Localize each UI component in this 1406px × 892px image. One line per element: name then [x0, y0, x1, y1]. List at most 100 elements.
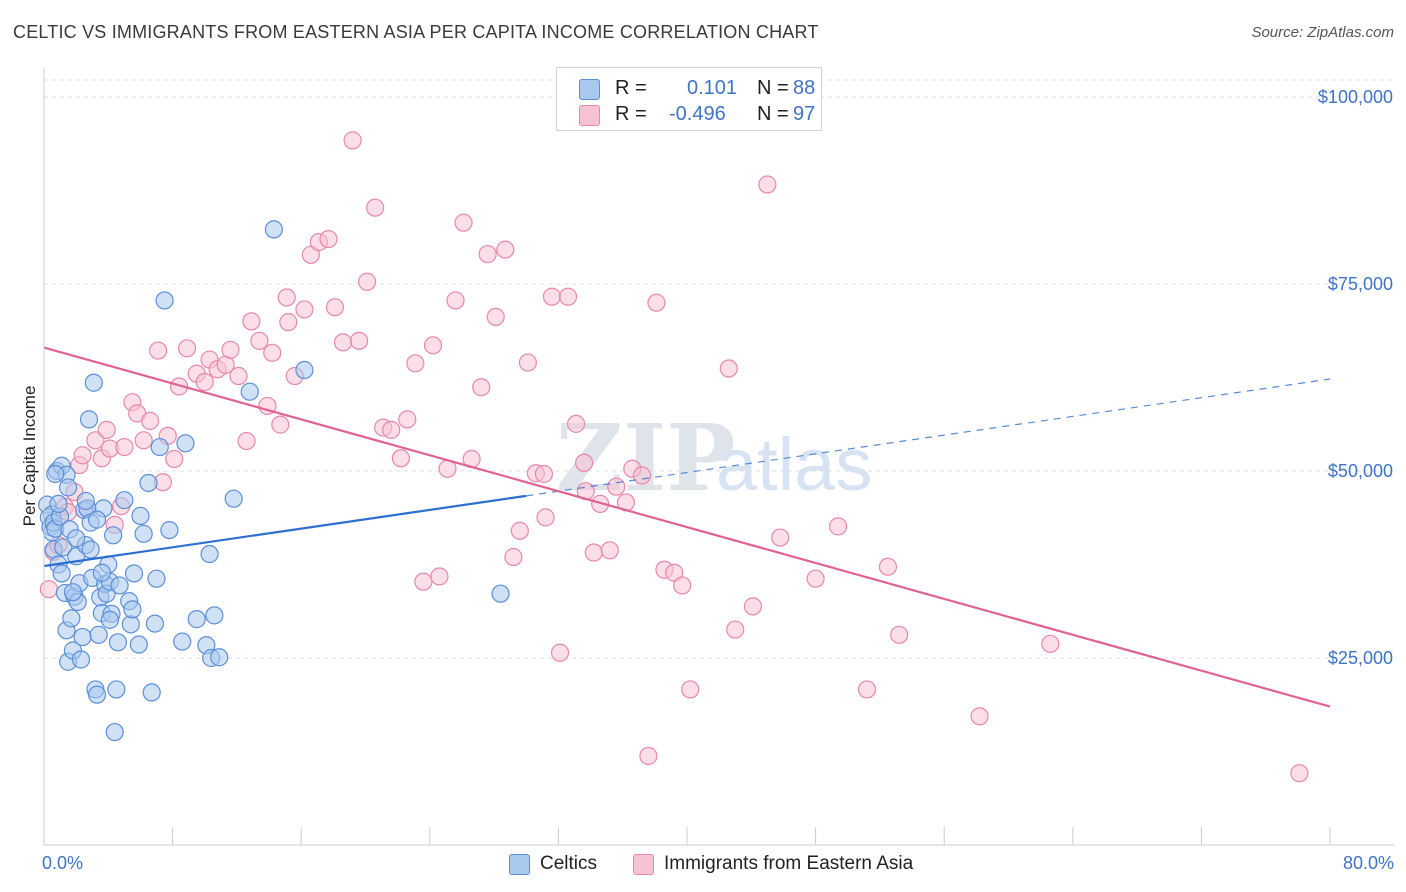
celtics-point	[145, 614, 165, 633]
immigrants-point	[542, 287, 562, 306]
celtics-point	[160, 520, 179, 540]
immigrants-point	[221, 340, 240, 359]
immigrants-point	[472, 378, 491, 397]
correlation-legend: R = 0.101 N = 88 R = -0.496 N = 97	[556, 67, 822, 131]
celtics-point	[295, 360, 314, 380]
celtics-point	[105, 722, 124, 742]
immigrants-point	[566, 414, 586, 433]
immigrants-point	[169, 377, 189, 396]
x-tick-label-max: 80.0%	[1343, 853, 1394, 873]
immigrants-point	[398, 410, 417, 429]
source-label: Source: ZipAtlas.com	[1251, 24, 1394, 41]
immigrants-point	[325, 298, 345, 317]
immigrants-point	[333, 333, 353, 352]
celtics-point	[52, 564, 71, 583]
immigrants-point	[134, 431, 153, 450]
immigrants-point	[534, 464, 554, 484]
celtics-point	[92, 563, 111, 582]
immigrants-point	[806, 569, 825, 588]
immigrants-point	[743, 597, 763, 616]
celtics-point	[187, 610, 206, 629]
celtics-point	[76, 491, 95, 511]
celtics-point	[54, 538, 73, 557]
celtics-point	[87, 685, 107, 704]
celtics-point	[115, 491, 134, 510]
immigrants-point	[719, 359, 738, 378]
immigrants-point	[177, 339, 197, 358]
celtics-point	[205, 606, 224, 625]
immigrants-point	[496, 240, 515, 259]
immigrants-point	[647, 293, 666, 312]
immigrants-point	[673, 576, 692, 595]
immigrants-point	[681, 680, 700, 699]
immigrants-point	[382, 420, 401, 439]
immigrants-point	[165, 449, 184, 469]
celtics-point	[147, 569, 166, 588]
immigrants-point	[279, 313, 298, 332]
celtics-point	[176, 434, 195, 453]
immigrants-point	[263, 343, 282, 362]
immigrants-point	[857, 680, 877, 699]
series-celtics-points	[38, 220, 510, 742]
immigrants-point	[343, 131, 362, 150]
immigrants-point	[115, 437, 134, 457]
celtics-point	[155, 291, 174, 310]
y-tick-labels: $25,000 $50,000 $75,000 $100,000	[1318, 87, 1393, 668]
celtics-point	[71, 650, 91, 669]
immigrants-point	[358, 272, 377, 291]
celtics-trend-line-extension	[526, 378, 1331, 497]
legend-n-label: N =	[757, 77, 789, 99]
immigrants-point	[391, 449, 410, 468]
immigrants-point	[406, 354, 425, 373]
immigrants-point	[726, 620, 745, 639]
immigrants-point	[758, 175, 777, 194]
immigrants-point	[39, 580, 58, 599]
celtics-point	[46, 464, 65, 484]
legend-swatch-celtics	[579, 79, 600, 100]
celtics-point	[200, 544, 219, 564]
immigrants-point	[890, 625, 909, 644]
celtics-point	[129, 635, 148, 654]
immigrants-point	[510, 521, 529, 540]
y-tick-label: $25,000	[1328, 648, 1393, 668]
immigrants-point	[271, 415, 290, 434]
immigrants-point	[446, 291, 465, 310]
celtics-point	[110, 576, 129, 595]
immigrants-point	[478, 244, 497, 264]
immigrants-point	[1041, 634, 1060, 653]
immigrants-point	[504, 547, 523, 567]
celtics-point	[63, 583, 83, 602]
immigrants-point	[250, 331, 269, 350]
celtics-point	[81, 540, 100, 559]
celtics-point	[224, 489, 243, 508]
celtics-point	[123, 600, 142, 619]
immigrants-point	[970, 707, 989, 726]
celtics-point	[240, 382, 259, 401]
axes	[43, 68, 1394, 846]
celtics-point	[87, 510, 107, 529]
immigrants-point	[558, 287, 578, 306]
immigrants-point	[242, 312, 261, 331]
celtics-point	[173, 632, 192, 651]
immigrants-point	[1290, 764, 1309, 783]
celtics-point	[84, 373, 103, 392]
celtics-point	[134, 524, 153, 543]
celtics-point	[142, 683, 161, 702]
celtics-point	[62, 609, 81, 628]
bottom-legend-swatch-celtics	[509, 854, 530, 875]
y-tick-label: $100,000	[1318, 87, 1393, 107]
celtics-point	[49, 494, 68, 514]
immigrants-trend-line	[43, 346, 1331, 708]
immigrants-point	[771, 528, 790, 547]
immigrants-point	[829, 517, 848, 536]
legend-r-value: -0.496	[669, 103, 726, 125]
celtics-point	[264, 220, 283, 239]
immigrants-point	[607, 477, 626, 496]
legend-n-label: N =	[757, 103, 789, 125]
legend-r-label: R =	[615, 77, 647, 99]
celtics-point	[131, 506, 150, 525]
immigrants-point	[319, 230, 338, 249]
y-axis-title: Per Capita Income	[20, 386, 39, 527]
immigrants-point	[430, 567, 449, 586]
